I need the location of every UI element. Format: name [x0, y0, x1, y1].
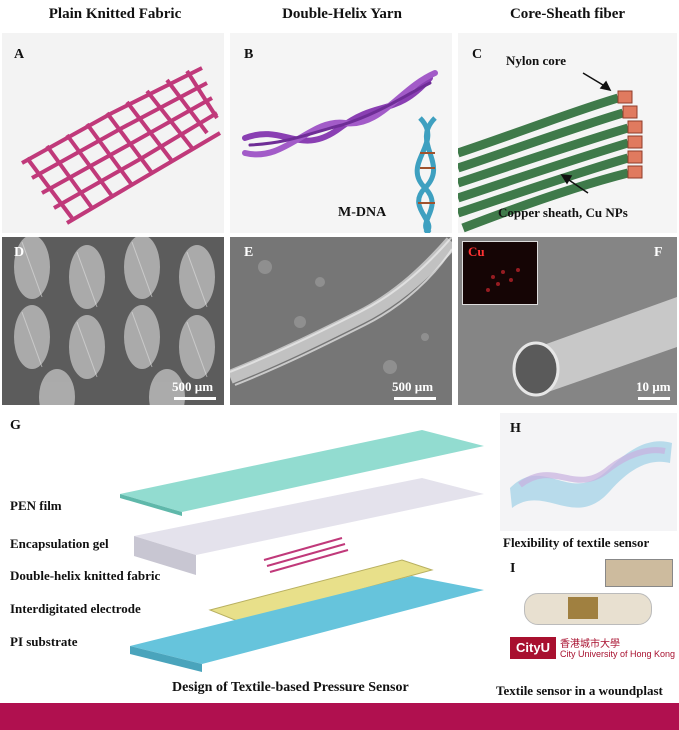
core-sheath-fiber-illustration	[458, 72, 643, 233]
bottom-color-band	[0, 703, 679, 730]
scale-bar-e	[394, 397, 436, 400]
double-helix-yarn-illustration	[242, 70, 438, 233]
layer-label-pi-substrate: PI substrate	[10, 634, 78, 649]
panel-label-i: I	[510, 561, 516, 576]
m-dna-label: M-DNA	[338, 205, 387, 220]
panel-f-sem-fiber: Cu F 10 µm	[458, 237, 677, 405]
layer-label-interdigitated-electrode: Interdigitated electrode	[10, 601, 141, 616]
column-title-core-sheath: Core-Sheath fiber	[509, 6, 626, 22]
panel-label-b: B	[244, 47, 254, 62]
panel-label-f: F	[654, 245, 663, 260]
scale-bar-d	[174, 397, 216, 400]
panel-label-h: H	[510, 421, 521, 436]
caption-woundplast: Textile sensor in a woundplast	[496, 683, 663, 698]
exploded-sensor-stack-illustration	[120, 430, 484, 672]
inset-photo-sensor	[605, 559, 673, 587]
panel-g-sensor-design: G PEN film Encapsulation gel Double-heli…	[2, 410, 490, 700]
panel-c-core-sheath: C Nylon core Copper sheath, Cu NPs	[458, 33, 677, 233]
layer-label-pen-film: PEN film	[10, 498, 62, 513]
panel-b-double-helix: B M-DNA	[230, 33, 452, 233]
column-title-double-helix: Double-Helix Yarn	[282, 6, 402, 22]
sem-double-helix-yarn-image	[230, 237, 452, 405]
cu-inset-label: Cu	[468, 244, 485, 259]
panel-a-knitted-fabric: A	[2, 33, 224, 233]
eds-copper-inset: Cu	[462, 241, 538, 305]
layer-label-encapsulation-gel: Encapsulation gel	[10, 536, 109, 551]
cityu-logo-english: City University of Hong Kong	[560, 649, 676, 659]
sem-knitted-fabric-image	[2, 237, 224, 405]
layer-label-knitted-fabric: Double-helix knitted fabric	[10, 568, 161, 583]
panel-label-g: G	[10, 418, 21, 433]
sensor-pad	[568, 597, 598, 619]
panel-label-c: C	[472, 47, 483, 62]
panel-h-flexibility: H	[500, 413, 677, 531]
caption-sensor-design: Design of Textile-based Pressure Sensor	[172, 680, 409, 695]
column-title-plain-knitted: Plain Knitted Fabric	[48, 6, 182, 22]
panel-label-a: A	[14, 47, 25, 62]
panel-e-sem-yarn: E 500 µm	[230, 237, 452, 405]
scale-label-f: 10 µm	[636, 379, 671, 394]
caption-flexibility: Flexibility of textile sensor	[503, 535, 650, 550]
panel-label-e: E	[244, 245, 254, 260]
cityu-logo-chinese: 香港城市大學	[560, 639, 620, 650]
flexible-sensor-illustration	[510, 441, 672, 508]
knitted-fabric-illustration	[21, 66, 222, 225]
panel-i-woundplast: CityU 香港城市大學 City University of Hong Kon…	[500, 553, 677, 678]
scale-label-e: 500 µm	[392, 379, 434, 394]
panel-d-sem-fabric: D 500 µm	[2, 237, 224, 405]
copper-map-inset-image	[486, 268, 520, 292]
scale-bar-f	[638, 397, 670, 400]
panel-label-d: D	[14, 245, 25, 260]
scale-label-d: 500 µm	[172, 379, 214, 394]
copper-sheath-label: Copper sheath, Cu NPs	[498, 205, 628, 220]
cityu-logo-mark: CityU	[510, 637, 556, 659]
nylon-core-label: Nylon core	[506, 53, 567, 68]
